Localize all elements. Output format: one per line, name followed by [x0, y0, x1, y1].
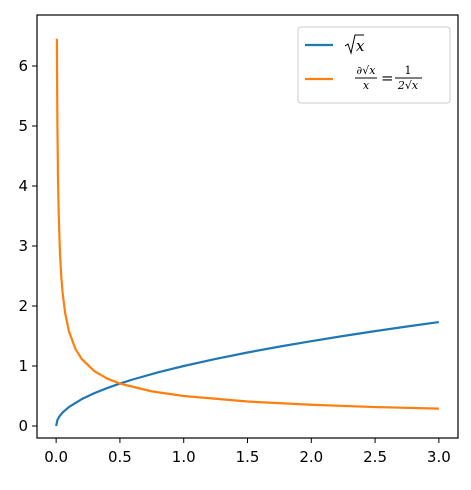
legend-right-numerator: 1 — [405, 64, 412, 77]
legend-label-sqrt: x — [344, 34, 365, 55]
legend-label-sqrt-text: x — [356, 37, 365, 55]
x-tick-label: 2.0 — [299, 448, 323, 466]
series-layer — [55, 38, 440, 427]
sqrt-radical-icon — [344, 34, 364, 55]
series-line-derivative — [55, 38, 439, 410]
y-tick-label: 4 — [18, 177, 28, 195]
legend-left-numerator: ∂√x — [357, 64, 377, 77]
legend-box — [297, 26, 451, 104]
x-tick-label: 2.5 — [363, 448, 387, 466]
legend-right-denominator: 2√x — [397, 79, 419, 92]
y-tick-label: 5 — [18, 117, 28, 135]
x-tick-label: 3.0 — [427, 448, 451, 466]
x-tick-label: 0.5 — [108, 448, 132, 466]
y-tick-label: 6 — [18, 57, 28, 75]
y-tick-label: 1 — [18, 357, 28, 375]
legend-equals: = — [381, 69, 394, 87]
x-axis: 0.0 0.5 1.0 1.5 2.0 2.5 3.0 — [44, 438, 451, 466]
y-tick-label: 0 — [18, 417, 28, 435]
x-tick-label: 1.5 — [236, 448, 260, 466]
x-tick-label: 1.0 — [172, 448, 196, 466]
series-line-sqrt — [55, 320, 440, 427]
legend: x ∂√x x = 1 2√x — [297, 26, 451, 104]
y-axis: 0 1 2 3 4 5 6 — [18, 57, 37, 435]
y-tick-label: 3 — [18, 237, 28, 255]
x-tick-label: 0.0 — [44, 448, 68, 466]
legend-left-denominator: x — [363, 79, 370, 92]
legend-label-derivative: ∂√x x = 1 2√x — [355, 64, 422, 92]
y-tick-label: 2 — [18, 297, 28, 315]
